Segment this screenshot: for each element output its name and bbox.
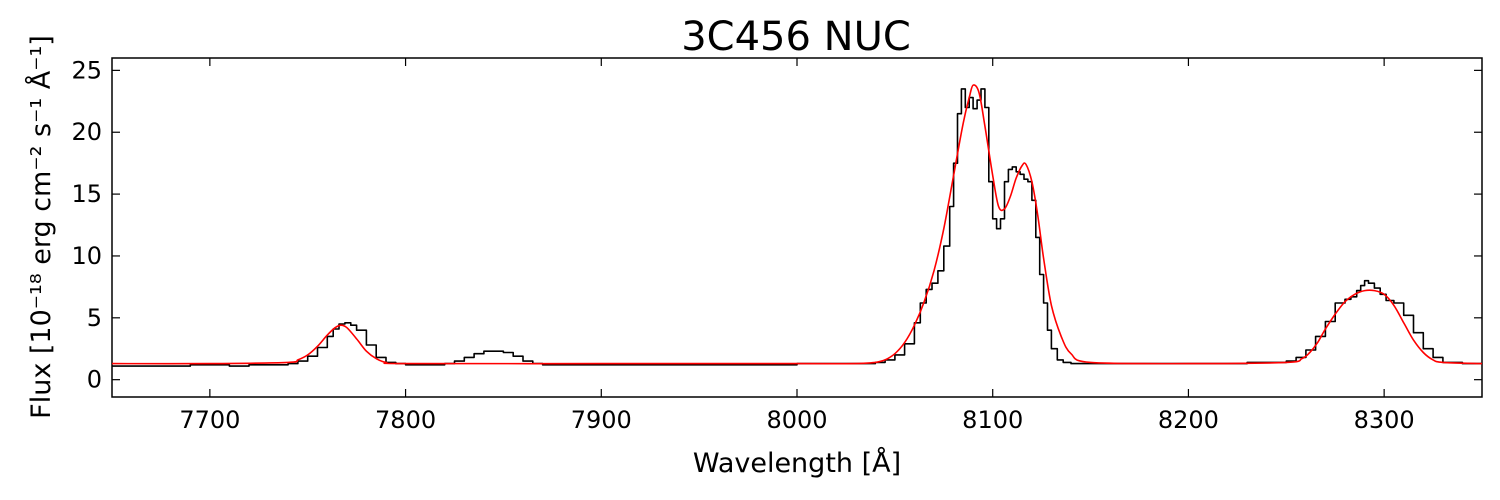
series-layer: [111, 84, 1483, 367]
y-tick-label: 25: [71, 56, 102, 84]
y-tick-label: 5: [87, 304, 102, 332]
y-tick-label: 15: [71, 180, 102, 208]
x-tick-label: 7700: [179, 406, 240, 434]
x-tick-label: 7900: [571, 406, 632, 434]
model-fit-line: [111, 84, 1483, 365]
y-tick-label: 0: [87, 366, 102, 394]
plot-area: 7700 7800 7900 8000 8100 8200 8300 0 5 10 15 20 25: [71, 56, 1483, 434]
chart-title: 3C456 NUC: [681, 14, 911, 60]
y-axis-title: Flux [10⁻¹⁸ erg cm⁻² s⁻¹ Å⁻¹]: [25, 35, 57, 419]
x-tick-label: 8200: [1158, 406, 1219, 434]
y-tick-label: 20: [71, 118, 102, 146]
y-axis: 0 5 10 15 20 25: [71, 56, 1482, 394]
x-tick-label: 7800: [375, 406, 436, 434]
x-axis-title: Wavelength [Å]: [693, 447, 901, 479]
x-tick-label: 8300: [1354, 406, 1415, 434]
x-tick-label: 8000: [766, 406, 827, 434]
x-axis: 7700 7800 7900 8000 8100 8200 8300: [179, 58, 1415, 434]
y-tick-label: 10: [71, 242, 102, 270]
observed-spectrum-line: [112, 88, 1482, 367]
x-tick-label: 8100: [962, 406, 1023, 434]
